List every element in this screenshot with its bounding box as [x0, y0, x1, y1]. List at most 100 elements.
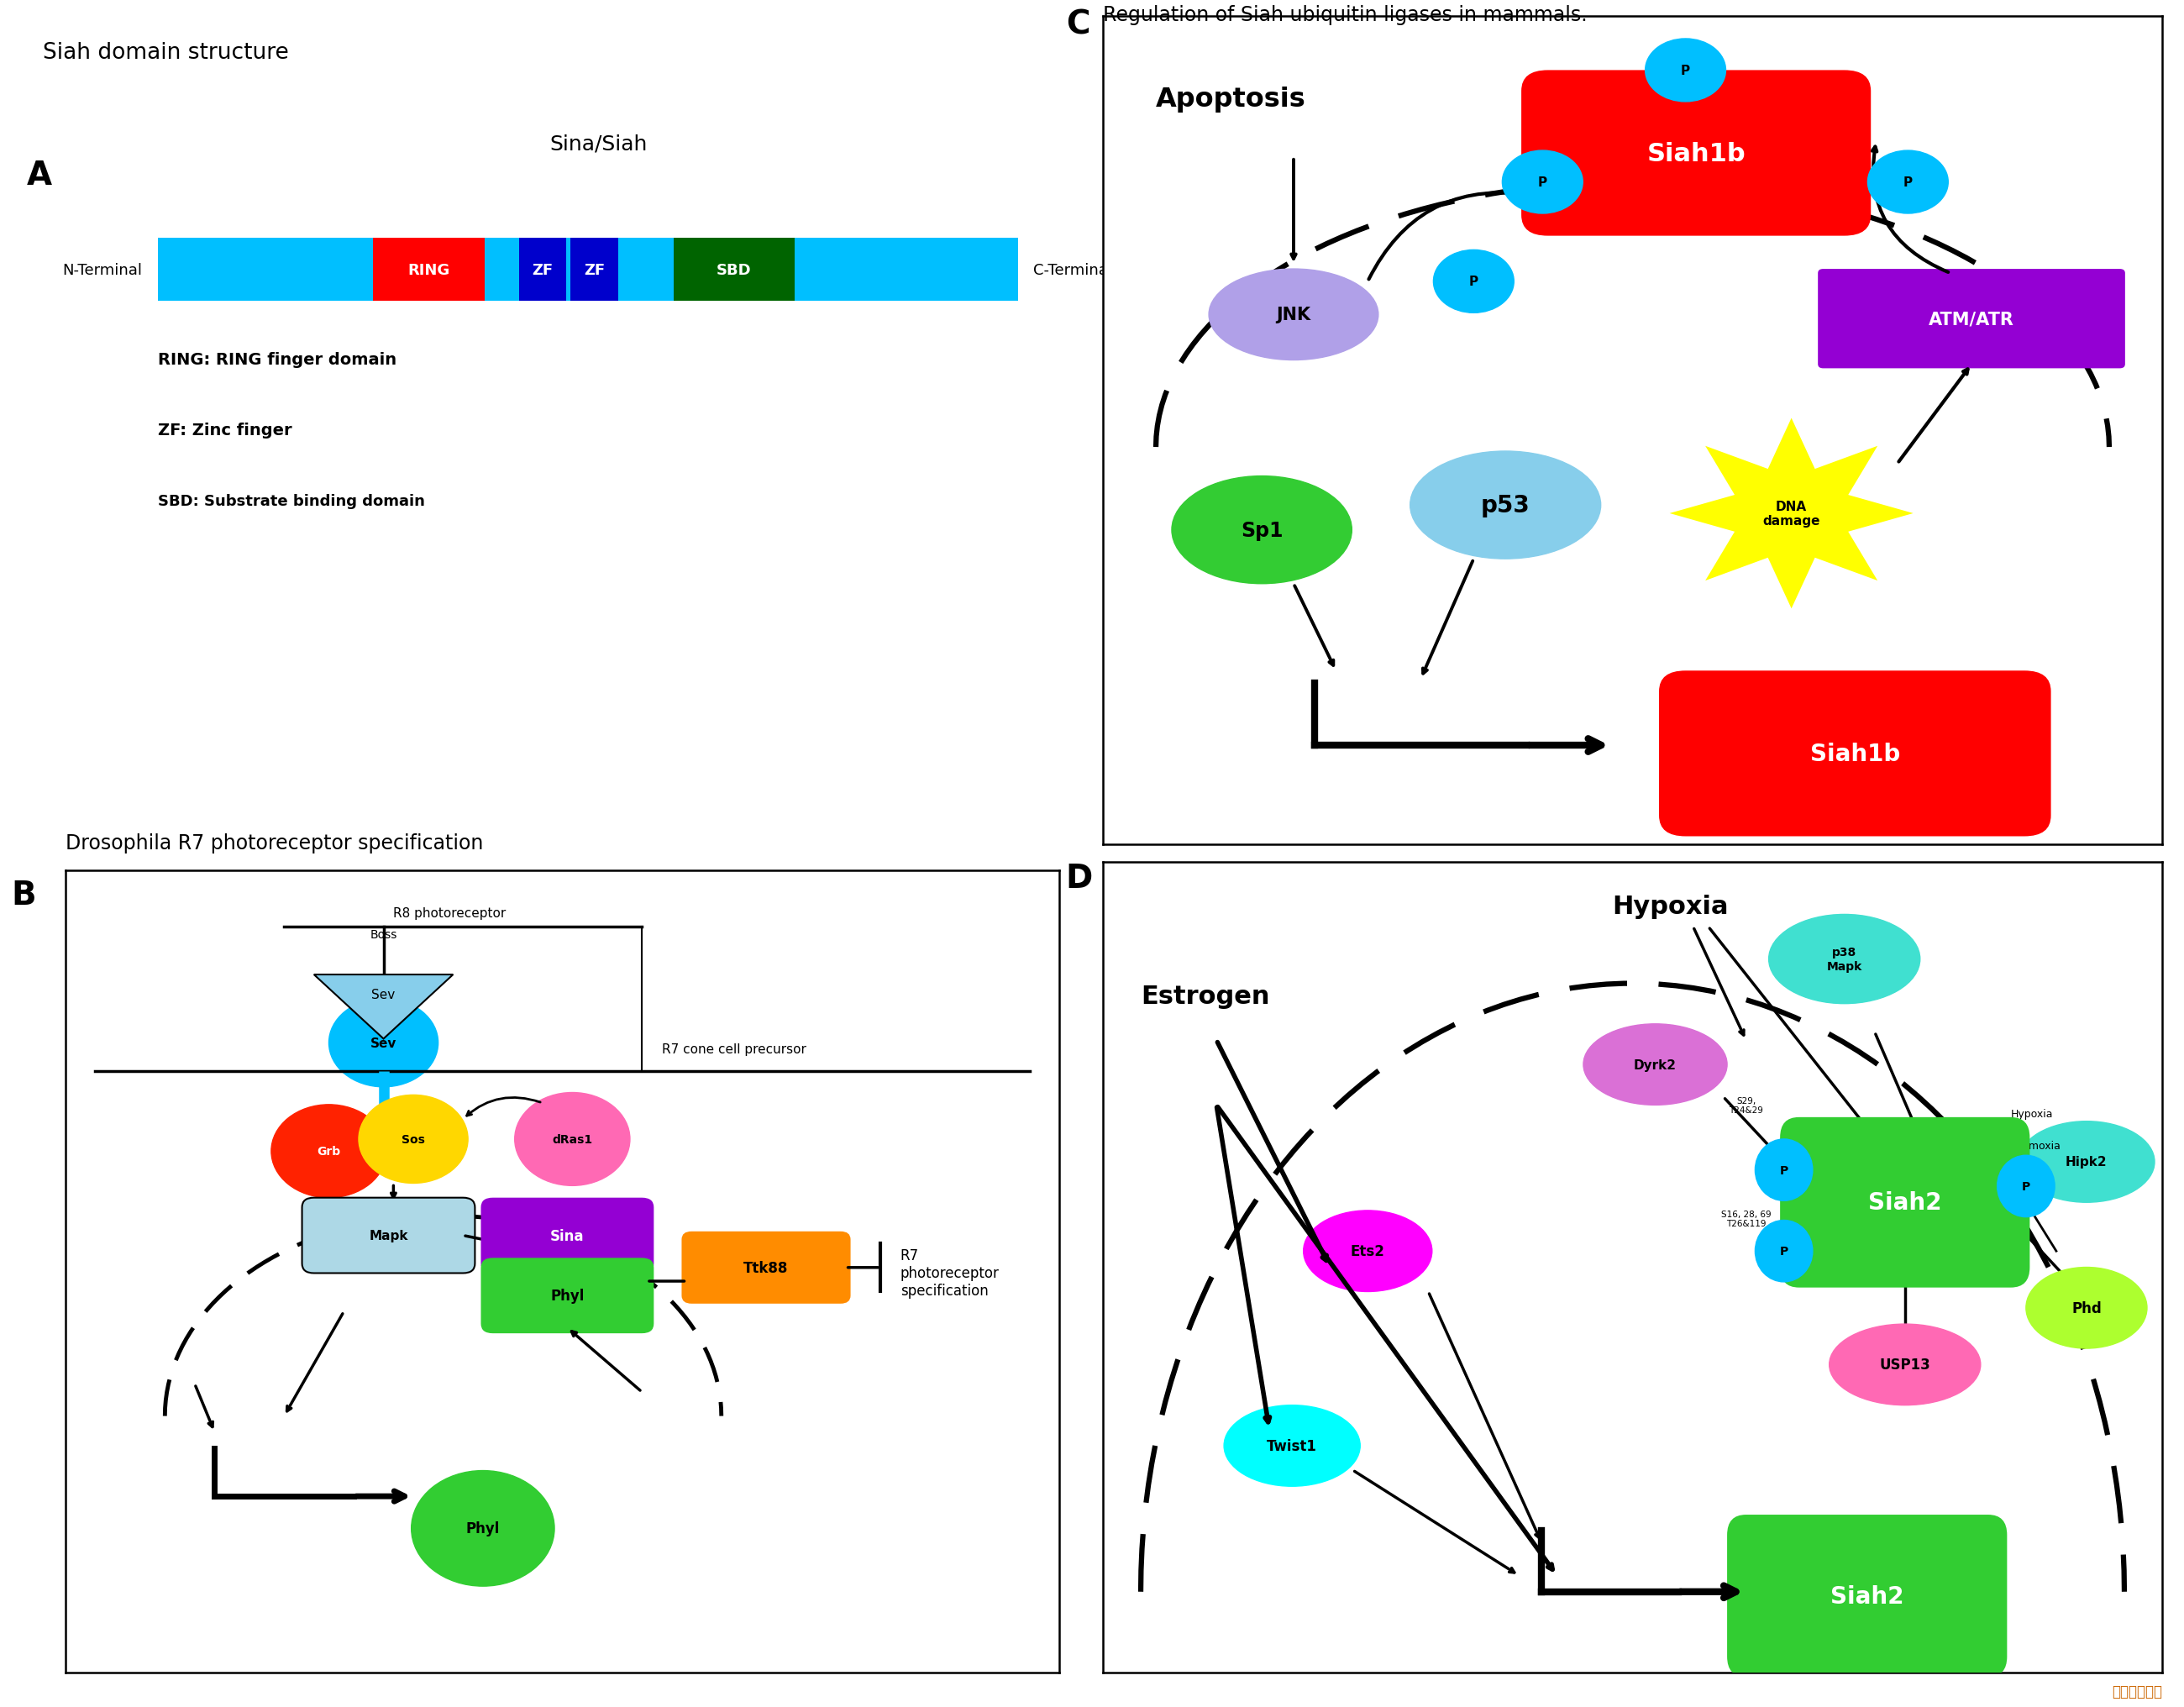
Text: USP13: USP13	[1880, 1357, 1931, 1372]
Text: Grb: Grb	[317, 1145, 341, 1157]
Text: Sina: Sina	[550, 1227, 585, 1243]
FancyBboxPatch shape	[1728, 1514, 2007, 1676]
FancyBboxPatch shape	[520, 239, 566, 302]
Text: Siah2: Siah2	[1867, 1191, 1942, 1214]
Text: B: B	[11, 879, 35, 912]
Text: p53: p53	[1481, 493, 1531, 517]
FancyBboxPatch shape	[681, 1232, 850, 1304]
Text: Twist1: Twist1	[1267, 1439, 1317, 1453]
Text: Hipk2: Hipk2	[2066, 1156, 2108, 1168]
Text: Estrogen: Estrogen	[1140, 983, 1269, 1009]
Text: P: P	[1902, 176, 1913, 189]
Text: P: P	[1682, 65, 1690, 77]
FancyBboxPatch shape	[570, 239, 618, 302]
Text: Siah1b: Siah1b	[1647, 142, 1745, 166]
Ellipse shape	[1830, 1325, 1981, 1405]
Text: Sev: Sev	[371, 988, 395, 1002]
Ellipse shape	[1173, 476, 1352, 584]
Text: Sos: Sos	[402, 1133, 426, 1145]
Text: R7
photoreceptor
specification: R7 photoreceptor specification	[900, 1248, 1000, 1297]
Ellipse shape	[1223, 1405, 1361, 1487]
Ellipse shape	[1769, 915, 1920, 1004]
Text: C-Terminal: C-Terminal	[1033, 263, 1112, 278]
Text: Siah1b: Siah1b	[1811, 743, 1900, 766]
FancyBboxPatch shape	[1522, 72, 1872, 237]
Text: Normoxia: Normoxia	[2011, 1140, 2062, 1151]
Text: SBD: Substrate binding domain: SBD: Substrate binding domain	[157, 493, 426, 509]
FancyBboxPatch shape	[1817, 270, 2125, 369]
Text: Apoptosis: Apoptosis	[1155, 87, 1306, 113]
FancyBboxPatch shape	[373, 239, 485, 302]
Circle shape	[1503, 152, 1583, 213]
Text: 马上收录导航: 马上收录导航	[2112, 1683, 2162, 1698]
Text: Regulation of Siah ubiquitin ligases in mammals.: Regulation of Siah ubiquitin ligases in …	[1103, 5, 1588, 26]
Ellipse shape	[1583, 1024, 1728, 1106]
Text: C: C	[1066, 9, 1090, 41]
Text: Hypoxia: Hypoxia	[1612, 894, 1728, 918]
Text: ZF: ZF	[533, 263, 553, 278]
Text: Phyl: Phyl	[465, 1521, 500, 1536]
Circle shape	[1756, 1139, 1813, 1202]
Circle shape	[1756, 1221, 1813, 1282]
Text: Drosophila R7 photoreceptor specification: Drosophila R7 photoreceptor specificatio…	[66, 833, 483, 854]
Text: A: A	[26, 159, 52, 191]
Ellipse shape	[2027, 1267, 2147, 1349]
Text: p38
Mapk: p38 Mapk	[1826, 947, 1863, 971]
Circle shape	[330, 999, 439, 1087]
Text: Siah domain structure: Siah domain structure	[44, 43, 288, 63]
Text: Sev: Sev	[371, 1036, 397, 1050]
Ellipse shape	[1304, 1210, 1433, 1292]
Circle shape	[1996, 1156, 2055, 1217]
Text: Dyrk2: Dyrk2	[1634, 1058, 1677, 1070]
Circle shape	[271, 1104, 387, 1198]
Text: N-Terminal: N-Terminal	[63, 263, 142, 278]
Text: ZF: ZF	[583, 263, 605, 278]
Text: Boss: Boss	[369, 929, 397, 941]
FancyBboxPatch shape	[157, 239, 1018, 302]
Text: P: P	[1780, 1246, 1789, 1256]
Text: P: P	[1538, 176, 1546, 189]
FancyBboxPatch shape	[1780, 1118, 2029, 1287]
Text: dRas1: dRas1	[553, 1133, 592, 1145]
Circle shape	[411, 1471, 555, 1586]
Text: P: P	[1470, 277, 1479, 288]
Text: DNA
damage: DNA damage	[1762, 500, 1819, 527]
FancyBboxPatch shape	[480, 1198, 653, 1273]
Text: JNK: JNK	[1275, 307, 1310, 324]
Circle shape	[358, 1096, 467, 1183]
Text: R8 photoreceptor: R8 photoreceptor	[393, 906, 507, 920]
Ellipse shape	[2018, 1121, 2156, 1202]
Text: ZF: Zinc finger: ZF: Zinc finger	[157, 423, 293, 439]
Circle shape	[515, 1092, 629, 1186]
FancyBboxPatch shape	[675, 239, 795, 302]
FancyBboxPatch shape	[480, 1258, 653, 1333]
Text: Ets2: Ets2	[1350, 1244, 1385, 1258]
Text: Sina/Siah: Sina/Siah	[550, 135, 646, 154]
Ellipse shape	[1411, 452, 1601, 560]
Polygon shape	[314, 975, 452, 1040]
Text: Phyl: Phyl	[550, 1289, 585, 1304]
Text: SBD: SBD	[716, 263, 751, 278]
Text: Siah2: Siah2	[1830, 1584, 1904, 1608]
FancyBboxPatch shape	[1660, 671, 2051, 836]
Text: D: D	[1066, 862, 1092, 894]
Text: RING: RING	[408, 263, 450, 278]
Text: Ttk88: Ttk88	[745, 1260, 788, 1275]
Circle shape	[1867, 152, 1948, 213]
Text: P: P	[2022, 1181, 2031, 1191]
Text: RING: RING finger domain: RING: RING finger domain	[157, 352, 397, 367]
Text: S29,
T24&29: S29, T24&29	[1730, 1096, 1762, 1115]
Text: P: P	[1780, 1164, 1789, 1176]
Text: S16, 28, 69
T26&119: S16, 28, 69 T26&119	[1721, 1210, 1771, 1227]
Text: ATM/ATR: ATM/ATR	[1928, 311, 2014, 328]
Text: Mapk: Mapk	[369, 1229, 408, 1243]
Polygon shape	[1669, 418, 1913, 609]
Ellipse shape	[1210, 270, 1378, 360]
Circle shape	[1433, 251, 1514, 314]
Circle shape	[1645, 39, 1725, 102]
Text: R7 cone cell precursor: R7 cone cell precursor	[662, 1043, 806, 1055]
Text: Sp1: Sp1	[1241, 521, 1282, 541]
Text: Phd: Phd	[2070, 1301, 2101, 1316]
FancyBboxPatch shape	[301, 1198, 474, 1273]
Text: Hypoxia: Hypoxia	[2011, 1108, 2053, 1118]
